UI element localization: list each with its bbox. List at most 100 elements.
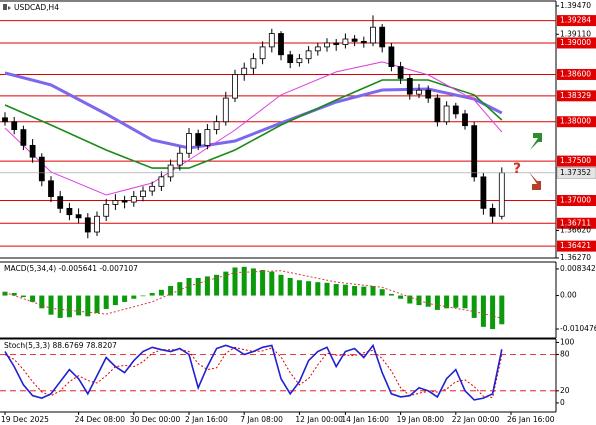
macd-bar	[11, 293, 17, 296]
candle-body	[416, 89, 422, 95]
macd-bar	[149, 293, 155, 296]
macd-bar	[241, 266, 247, 296]
level-label-box	[557, 194, 596, 206]
level-label-box	[557, 116, 596, 128]
candle-body	[195, 133, 202, 146]
moving-average	[4, 61, 503, 196]
level-label: 1.37500	[560, 156, 591, 165]
macd-bar	[103, 295, 109, 309]
macd-bar	[122, 295, 128, 302]
down-arrow-icon	[529, 172, 541, 190]
macd-bar	[204, 276, 210, 296]
macd-bar	[39, 295, 45, 309]
macd-bar	[324, 282, 330, 296]
macd-title: MACD(5,34,4) -0.005641 -0.007107	[4, 264, 138, 273]
macd-bar	[434, 295, 440, 310]
level-label-box	[557, 155, 596, 167]
macd-signal	[4, 270, 502, 319]
candle-body	[232, 74, 238, 99]
candle-body	[213, 121, 220, 131]
last-price-label: 1.37352	[560, 168, 591, 177]
macd-bar	[342, 284, 348, 296]
y-tick-label: 1.39470	[560, 1, 591, 10]
macd-bar	[480, 295, 486, 327]
level-label-box	[557, 217, 596, 229]
stoch-title: Stoch(5,3,3) 88.6769 78.8207	[4, 341, 117, 350]
level-label: 1.36711	[560, 218, 591, 227]
y-tick-label: -0.010476	[560, 324, 596, 333]
macd-bar	[76, 295, 82, 316]
x-tick-label: 19 Jan 08:00	[397, 415, 445, 424]
macd-bar	[112, 295, 118, 306]
macd-bar	[370, 285, 376, 296]
x-tick-label: 19 Dec 2025	[1, 415, 49, 424]
macd-bar	[499, 295, 505, 325]
macd-bar	[195, 278, 201, 296]
candle-body	[66, 207, 73, 216]
candle-body	[471, 125, 478, 178]
symbol-icon	[3, 4, 11, 10]
candle-body	[75, 214, 82, 219]
macd-bar	[232, 267, 238, 296]
candle-body	[158, 176, 165, 187]
candle-body	[167, 164, 174, 178]
candle-body	[351, 38, 358, 42]
y-tick-label: 1.36270	[560, 253, 591, 262]
candle-body	[287, 54, 294, 64]
candle-body	[360, 40, 367, 44]
candle-body	[406, 78, 413, 95]
y-tick-label: 0.00	[560, 291, 577, 300]
candle-body	[20, 129, 27, 146]
level-label-box	[557, 90, 596, 102]
macd-bar	[260, 270, 266, 296]
y-tick-label: 0	[560, 398, 565, 407]
moving-average	[4, 79, 503, 169]
macd-bar	[306, 281, 312, 296]
macd-bar	[398, 295, 404, 299]
candle-body	[130, 196, 137, 203]
candle-body	[443, 105, 450, 123]
macd-bar	[462, 295, 468, 309]
macd-bar	[94, 295, 100, 314]
macd-bar	[444, 295, 450, 309]
candle-body	[259, 46, 266, 60]
candle-body	[305, 50, 312, 60]
x-tick-label: 26 Jan 16:00	[507, 415, 555, 424]
candle-body	[186, 133, 192, 154]
macd-bar	[379, 289, 385, 296]
macd-bar	[490, 295, 496, 330]
candle-body	[425, 89, 432, 99]
candle-body	[176, 152, 183, 166]
candle-body	[480, 176, 487, 209]
macd-bar	[278, 274, 284, 296]
x-tick-label: 12 Jan 00:00	[295, 415, 343, 424]
macd-bar	[186, 278, 192, 296]
candle-body	[112, 200, 119, 205]
candle-body	[296, 58, 303, 64]
macd-bar	[48, 295, 54, 315]
stoch-main	[4, 343, 503, 401]
candle-body	[397, 66, 404, 79]
macd-bar	[250, 268, 256, 296]
macd-bar	[131, 295, 137, 299]
macd-bar	[333, 284, 339, 296]
macd-bar	[85, 295, 91, 317]
candle-body	[333, 42, 340, 45]
candle-body	[29, 144, 36, 158]
x-tick-label: 7 Jan 08:00	[240, 415, 283, 424]
level-label-box	[557, 37, 596, 49]
candle-body	[48, 180, 54, 197]
macd-bar	[20, 295, 26, 298]
level-label: 1.39284	[560, 16, 591, 25]
x-tick-label: 30 Dec 00:00	[130, 415, 181, 424]
candle-body	[84, 217, 91, 233]
macd-bar	[168, 285, 174, 296]
candle-body	[324, 42, 330, 48]
candle-body	[379, 26, 386, 48]
chart-title: USDCAD,H4	[14, 3, 59, 12]
macd-bar	[416, 295, 422, 306]
candle-body	[388, 46, 395, 67]
y-tick-label: 80	[560, 350, 570, 359]
macd-bar	[425, 295, 431, 307]
level-label: 1.36421	[560, 241, 591, 250]
